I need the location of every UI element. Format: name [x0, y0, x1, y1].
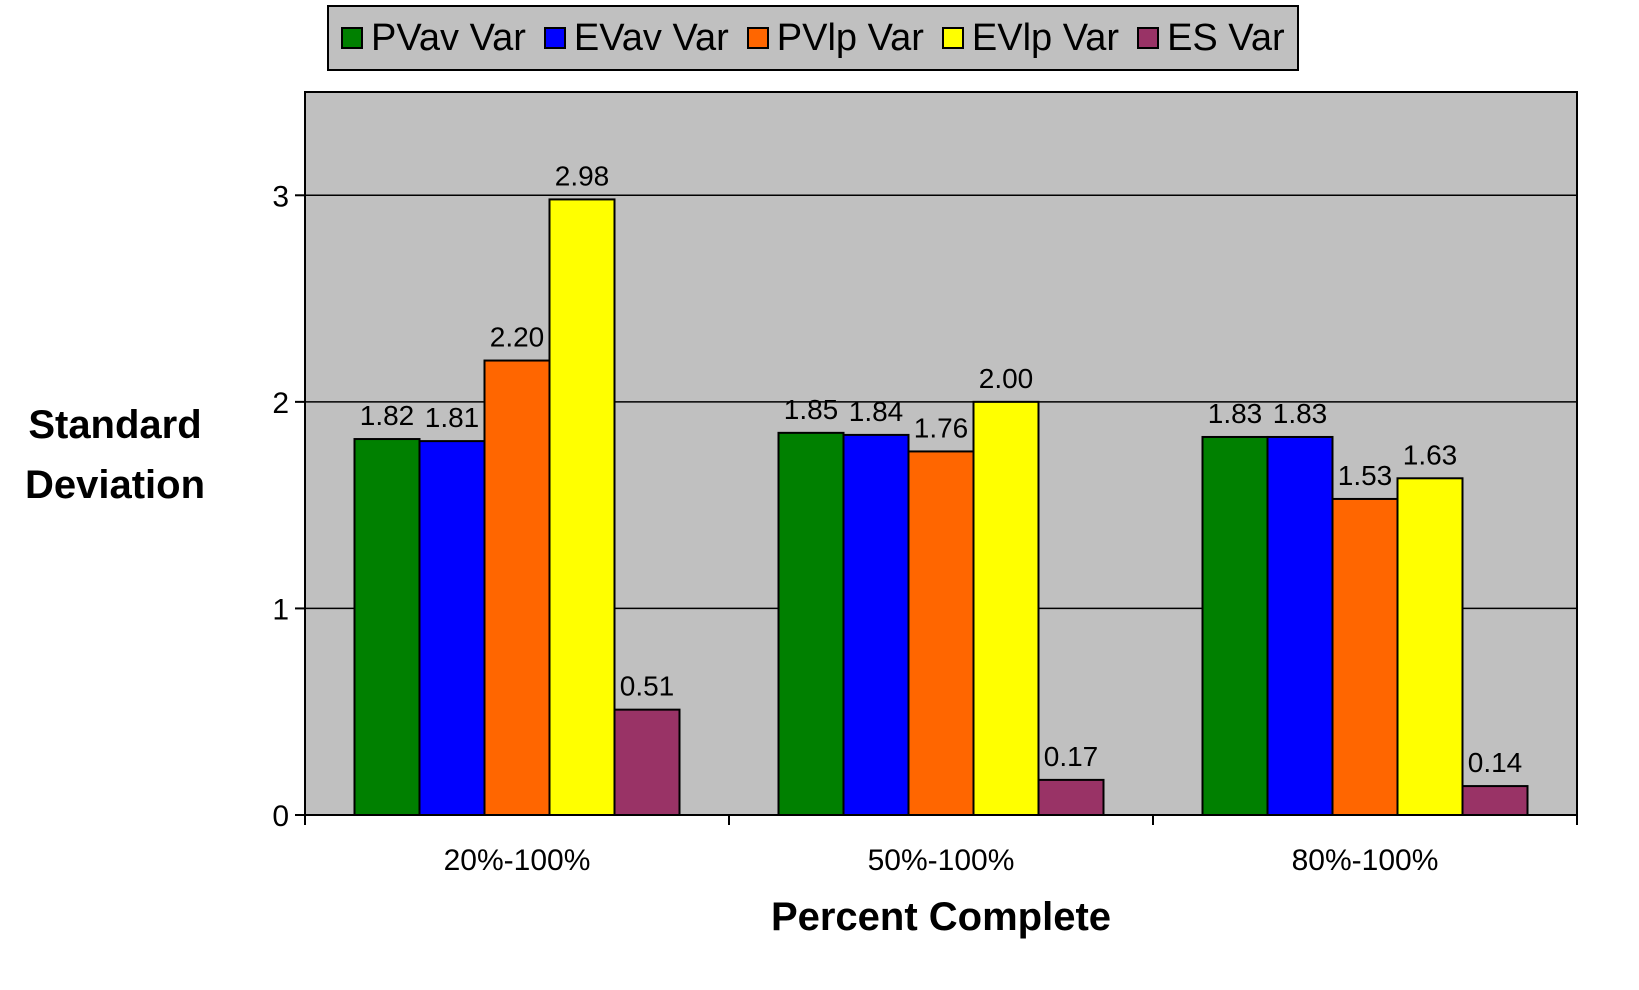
bar [1331, 497, 1399, 816]
legend-item: PVlp Var [746, 16, 924, 60]
bar [353, 438, 421, 816]
y-tick-label: 0 [272, 800, 289, 833]
bar [483, 359, 551, 816]
bar [1461, 785, 1529, 817]
legend-swatch [941, 27, 964, 49]
legend-swatch [1137, 27, 1160, 49]
x-axis-title: Percent Complete [770, 895, 1112, 939]
legend-label: ES Var [1167, 16, 1285, 59]
bar [907, 450, 975, 816]
data-label: 2.98 [555, 160, 610, 191]
y-axis-title: Standard Deviation [24, 403, 206, 507]
data-label: 0.51 [620, 671, 675, 702]
bar [548, 198, 616, 817]
data-label: 1.85 [784, 394, 839, 425]
bar [1037, 778, 1105, 817]
legend-swatch [341, 27, 363, 49]
bar [1266, 435, 1334, 816]
data-label: 1.83 [1208, 398, 1263, 429]
x-tick-label: 20%-100% [444, 844, 591, 877]
bar [1201, 435, 1269, 816]
legend-label: EVlp Var [971, 16, 1120, 59]
data-label: 0.17 [1044, 741, 1099, 772]
legend-item: EVav Var [543, 16, 729, 60]
legend-item: ES Var [1137, 17, 1285, 60]
y-tick-label: 3 [272, 180, 289, 213]
data-label: 1.84 [849, 396, 904, 427]
data-label: 2.00 [979, 363, 1034, 394]
legend-swatch [543, 27, 566, 49]
data-label: 1.82 [360, 400, 415, 431]
bar [1396, 477, 1464, 816]
legend: PVav Var EVav Var PVlp Var EVlp Var ES Var [327, 5, 1299, 71]
data-label: 1.83 [1273, 398, 1328, 429]
bar [418, 440, 486, 816]
bar [613, 708, 681, 816]
legend-item: EVlp Var [941, 16, 1120, 60]
data-label: 0.14 [1468, 747, 1523, 778]
legend-item: PVav Var [341, 17, 526, 60]
bar [777, 431, 845, 816]
legend-label: PVlp Var [776, 16, 924, 59]
y-tick-label: 2 [272, 387, 289, 420]
data-label: 1.76 [914, 412, 969, 443]
legend-label: EVav Var [573, 16, 729, 59]
y-tick-label: 1 [272, 593, 289, 626]
data-label: 1.63 [1403, 439, 1458, 470]
data-label: 1.81 [425, 402, 480, 433]
x-tick-label: 50%-100% [868, 844, 1015, 877]
data-label: 2.20 [490, 322, 545, 353]
bar [842, 433, 910, 816]
data-label: 1.53 [1338, 460, 1393, 491]
x-tick-label: 80%-100% [1292, 844, 1439, 877]
legend-label: PVav Var [371, 16, 526, 59]
legend-swatch [746, 27, 769, 49]
bar [972, 400, 1040, 816]
